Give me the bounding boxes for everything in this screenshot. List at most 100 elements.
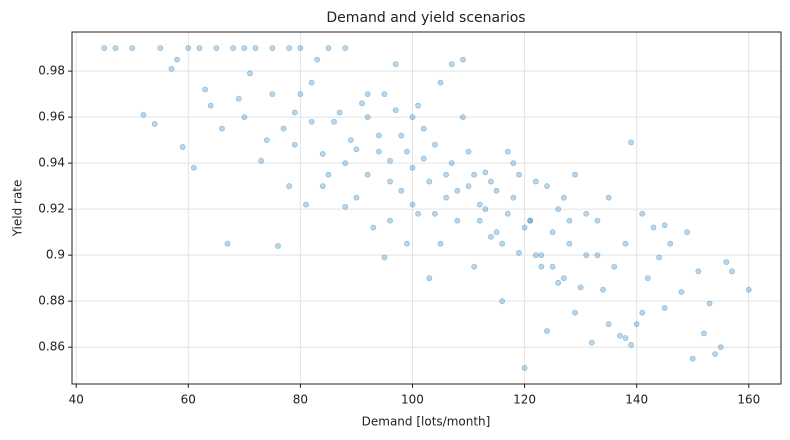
point	[420, 125, 427, 132]
point	[723, 259, 730, 265]
point	[532, 252, 539, 259]
point	[689, 355, 696, 362]
point	[616, 332, 623, 339]
point	[325, 171, 332, 178]
point	[493, 187, 500, 194]
x-tick-label: 60	[181, 393, 196, 407]
point	[432, 141, 438, 148]
point	[437, 79, 444, 86]
point	[415, 210, 421, 217]
point	[745, 286, 752, 293]
point	[622, 335, 629, 341]
y-tick-label: 0.9	[46, 248, 65, 262]
point	[572, 171, 578, 178]
point	[594, 217, 601, 224]
point	[588, 339, 595, 346]
point	[504, 210, 511, 217]
point	[605, 321, 612, 328]
y-tick-label: 0.88	[38, 294, 65, 308]
point	[729, 268, 735, 275]
point	[717, 344, 724, 351]
point	[364, 91, 371, 98]
point	[387, 178, 393, 185]
y-tick-label: 0.86	[38, 340, 65, 354]
point	[280, 125, 287, 132]
point	[476, 217, 483, 224]
x-tick-label: 100	[401, 393, 424, 407]
point	[471, 263, 478, 270]
point	[403, 240, 410, 247]
point	[252, 45, 259, 52]
point	[286, 183, 293, 190]
x-tick-label: 140	[625, 393, 648, 407]
point	[129, 45, 136, 52]
point	[695, 268, 702, 275]
point	[235, 95, 242, 102]
point	[432, 210, 438, 217]
y-tick-label: 0.94	[38, 156, 65, 170]
x-tick-label: 40	[69, 393, 84, 407]
point	[151, 121, 158, 127]
point	[656, 254, 662, 261]
point	[398, 187, 405, 194]
point	[353, 194, 360, 201]
point	[538, 263, 545, 270]
point	[622, 240, 629, 247]
point	[319, 183, 326, 190]
point	[644, 275, 651, 282]
point	[566, 240, 573, 247]
x-tick-label: 160	[737, 393, 760, 407]
point	[415, 102, 421, 109]
y-tick-label: 0.92	[38, 202, 65, 216]
point	[488, 178, 494, 185]
point	[628, 139, 634, 146]
point	[538, 252, 545, 259]
point	[364, 171, 371, 178]
point	[258, 157, 265, 164]
point	[454, 217, 461, 224]
point	[207, 102, 214, 109]
point	[308, 79, 315, 86]
point	[375, 132, 382, 139]
point	[516, 171, 522, 178]
point	[168, 65, 175, 72]
point	[375, 148, 382, 155]
point	[392, 107, 399, 114]
point	[224, 240, 231, 247]
y-tick-label: 0.96	[38, 110, 65, 124]
point	[443, 194, 450, 201]
point	[639, 309, 646, 316]
point	[583, 252, 590, 259]
point	[600, 286, 606, 293]
point	[308, 118, 315, 125]
point	[331, 118, 337, 125]
point	[532, 178, 539, 185]
point	[213, 45, 220, 52]
point	[661, 222, 668, 229]
point	[611, 263, 618, 270]
point	[275, 243, 281, 249]
point	[560, 194, 567, 201]
point	[583, 210, 590, 217]
point	[482, 206, 489, 213]
point	[510, 194, 517, 201]
point	[297, 45, 304, 52]
point	[560, 275, 567, 282]
point	[342, 160, 349, 167]
point	[247, 70, 253, 77]
point	[303, 201, 309, 208]
point	[577, 284, 584, 291]
point	[471, 171, 478, 178]
point	[353, 146, 360, 153]
point	[325, 45, 332, 52]
point	[476, 201, 483, 208]
point	[398, 132, 405, 139]
point	[112, 45, 119, 52]
point	[465, 183, 472, 190]
point	[269, 45, 276, 52]
point	[488, 233, 494, 240]
point	[157, 45, 164, 52]
point	[499, 240, 506, 247]
point	[179, 144, 186, 150]
